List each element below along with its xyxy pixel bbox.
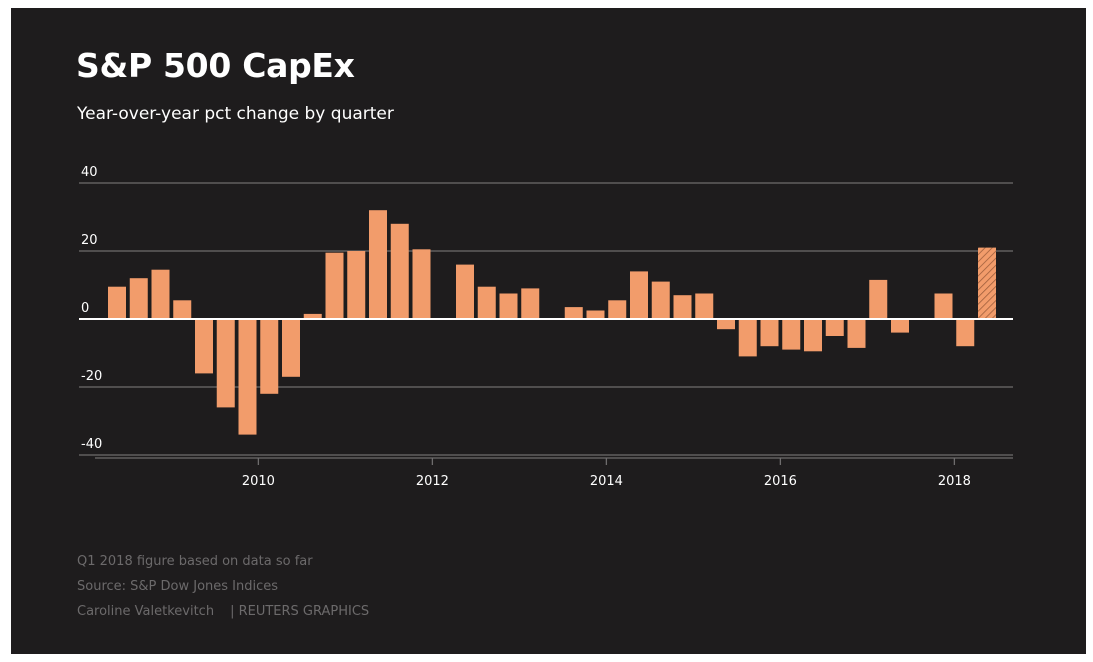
chart-title: S&P 500 CapEx (76, 46, 355, 85)
y-tick-label: 40 (81, 165, 98, 180)
bar (934, 293, 953, 319)
bar (325, 252, 344, 319)
bar (804, 319, 822, 352)
bar (630, 271, 648, 319)
bar (695, 293, 714, 319)
bar (369, 210, 387, 319)
bar (238, 319, 257, 435)
bar (847, 319, 866, 348)
bar (390, 223, 409, 319)
bar-preliminary (978, 247, 996, 319)
y-tick-label: 20 (81, 233, 98, 248)
footnote-source: Source: S&P Dow Jones Indices (77, 579, 279, 594)
y-axis-labels: 40 20 0 -20 -40 (81, 165, 102, 452)
bar (173, 300, 192, 319)
bar (782, 319, 801, 350)
bars (108, 210, 996, 435)
bar (260, 319, 279, 394)
bar (499, 293, 518, 319)
y-tick-label: -40 (81, 437, 102, 452)
bar (651, 281, 670, 319)
bar (738, 319, 757, 357)
bar (586, 310, 605, 319)
credit-agency: | REUTERS GRAPHICS (230, 604, 370, 619)
bar (282, 319, 300, 377)
bar (521, 288, 540, 319)
credit-author: Caroline Valetkevitch (77, 604, 215, 619)
bar (760, 319, 779, 347)
bar (825, 319, 844, 336)
bar (608, 300, 627, 319)
bar (195, 319, 213, 374)
x-tick-label: 2012 (416, 474, 449, 489)
bar-chart: 40 20 0 -20 -40 2010 2012 2014 2016 2018 (79, 165, 1013, 489)
bar (673, 295, 692, 319)
x-axis: 2010 2012 2014 2016 2018 (95, 457, 1013, 489)
footnotes: Q1 2018 figure based on data so far Sour… (77, 549, 369, 624)
bar (564, 307, 583, 319)
x-tick-label: 2018 (938, 474, 971, 489)
bar (216, 319, 235, 408)
bar (108, 286, 126, 319)
x-tick-label: 2014 (590, 474, 623, 489)
bar (129, 278, 148, 319)
bar (456, 264, 474, 319)
x-tick-label: 2016 (764, 474, 797, 489)
chart-subtitle: Year-over-year pct change by quarter (77, 104, 394, 124)
bar (869, 279, 888, 319)
bar (477, 286, 496, 319)
y-tick-label: -20 (81, 369, 102, 384)
bar (303, 313, 322, 319)
x-tick-label: 2010 (242, 474, 275, 489)
bar (151, 269, 170, 319)
bar (717, 319, 735, 330)
bar (412, 249, 431, 319)
bar (347, 251, 366, 319)
bar (956, 319, 975, 347)
footnote-preliminary: Q1 2018 figure based on data so far (77, 554, 313, 569)
y-tick-label: 0 (81, 301, 89, 316)
chart-panel: S&P 500 CapEx Year-over-year pct change … (11, 8, 1086, 654)
footnote-credit: Caroline Valetkevitch | REUTERS GRAPHICS (77, 599, 369, 624)
bar (891, 319, 909, 333)
